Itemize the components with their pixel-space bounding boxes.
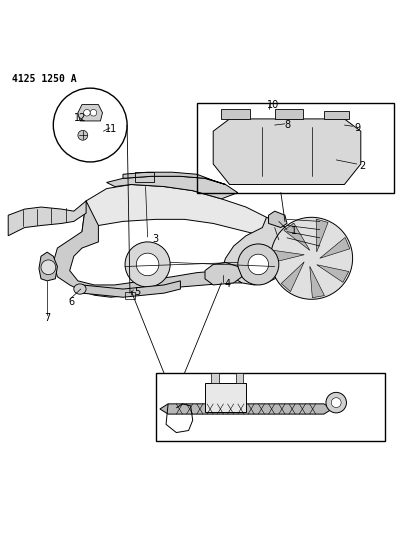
- Text: 4: 4: [224, 279, 230, 289]
- Polygon shape: [309, 266, 324, 298]
- Text: 6: 6: [69, 297, 74, 307]
- Text: 1: 1: [291, 226, 297, 236]
- Polygon shape: [82, 184, 274, 236]
- Ellipse shape: [74, 284, 86, 294]
- Polygon shape: [53, 201, 241, 297]
- Text: 4125 1250 A: 4125 1250 A: [12, 74, 77, 84]
- Polygon shape: [319, 238, 349, 259]
- Polygon shape: [235, 373, 243, 383]
- Text: 10: 10: [266, 100, 278, 110]
- Circle shape: [53, 88, 127, 162]
- Text: 7: 7: [44, 313, 50, 323]
- Circle shape: [247, 254, 268, 274]
- Polygon shape: [272, 251, 303, 263]
- Bar: [125, 292, 135, 300]
- Polygon shape: [315, 219, 327, 252]
- Polygon shape: [39, 252, 57, 281]
- Circle shape: [330, 398, 340, 408]
- Polygon shape: [281, 262, 303, 292]
- Bar: [135, 172, 153, 182]
- Bar: [323, 111, 348, 119]
- Polygon shape: [204, 262, 241, 285]
- Polygon shape: [221, 217, 299, 285]
- Text: 2: 2: [358, 161, 364, 171]
- Polygon shape: [211, 373, 218, 383]
- Polygon shape: [123, 172, 225, 184]
- Text: 9: 9: [354, 123, 360, 133]
- Polygon shape: [106, 176, 237, 199]
- Polygon shape: [8, 201, 86, 236]
- Circle shape: [237, 244, 278, 285]
- Polygon shape: [78, 104, 102, 121]
- Bar: [204, 383, 245, 412]
- Circle shape: [78, 131, 88, 140]
- Polygon shape: [213, 119, 360, 184]
- Circle shape: [270, 217, 352, 300]
- Circle shape: [325, 392, 346, 413]
- Text: 5: 5: [134, 287, 140, 297]
- Polygon shape: [160, 404, 331, 414]
- Text: 3: 3: [152, 234, 157, 244]
- Polygon shape: [268, 211, 286, 228]
- Text: 12: 12: [74, 113, 86, 123]
- Bar: [274, 109, 303, 119]
- Bar: [221, 109, 249, 119]
- Text: 11: 11: [104, 124, 117, 134]
- Polygon shape: [82, 281, 180, 297]
- Text: 8: 8: [283, 120, 289, 130]
- Circle shape: [90, 109, 97, 116]
- Bar: [155, 373, 384, 441]
- Circle shape: [136, 253, 159, 276]
- Polygon shape: [283, 223, 309, 251]
- Polygon shape: [316, 265, 348, 282]
- Bar: [196, 102, 393, 193]
- Circle shape: [125, 242, 170, 287]
- Circle shape: [41, 260, 56, 274]
- Circle shape: [83, 109, 90, 116]
